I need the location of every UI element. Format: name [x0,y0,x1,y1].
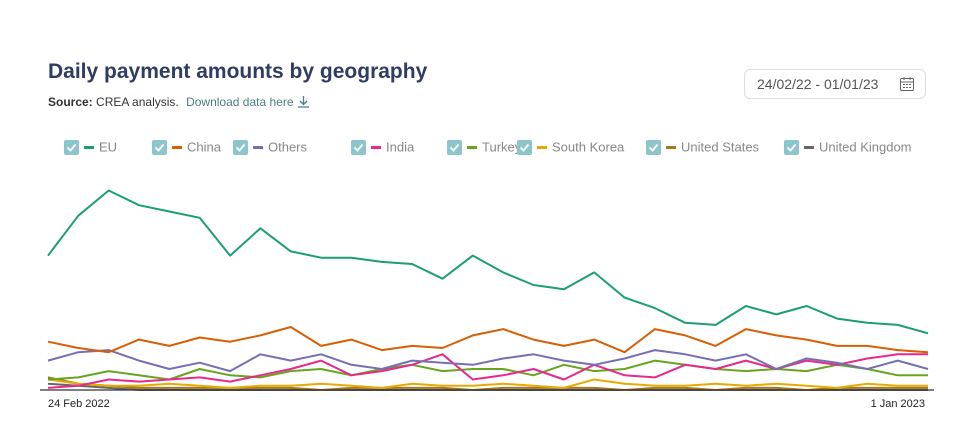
legend-label: Turkey [482,139,522,154]
legend-checkbox[interactable] [517,140,532,155]
legend-label: EU [99,139,117,154]
date-picker[interactable]: 24/02/22 - 01/01/23 [744,69,926,99]
legend-checkbox[interactable] [646,140,661,155]
legend-label: Others [268,139,308,154]
legend-item[interactable]: India [351,139,415,155]
legend-item[interactable]: United States [646,139,760,155]
title: Daily payment amounts by geography [48,60,428,83]
series-line [47,326,929,354]
legend-item[interactable]: Turkey [447,139,522,155]
legend-check [66,143,77,152]
legend-item[interactable]: Others [233,139,308,155]
series-line [47,359,928,381]
legend-check [519,143,530,152]
source-text: CREA analysis. [96,95,179,109]
series-line [47,376,928,391]
x-tick-label: 24 Feb 2022 [48,398,110,410]
legend-label: United States [681,139,760,154]
series-line [47,349,929,373]
legend-check [154,143,165,152]
legend-checkbox[interactable] [351,140,366,155]
legend-label: India [386,139,415,154]
legend-item[interactable]: United Kingdom [784,139,912,155]
legend-check [449,143,460,152]
legend-label: United Kingdom [819,139,912,154]
legend-checkbox[interactable] [233,140,248,155]
legend-label: South Korea [552,139,625,154]
download-label[interactable]: Download data here [186,95,294,109]
series-line [47,382,928,391]
x-tick-label: 1 Jan 2023 [871,398,925,410]
source-label: Source: [48,95,93,109]
legend-checkbox[interactable] [447,140,462,155]
calendar-icon[interactable] [899,76,915,92]
legend-checkbox[interactable] [152,140,167,155]
legend-check [786,143,797,152]
download-link[interactable]: Download data here [186,95,310,109]
legend-check [353,143,364,152]
series-line [47,353,928,389]
download-icon[interactable] [297,95,310,108]
series-line [47,378,928,389]
legend-checkbox[interactable] [64,140,79,155]
legend-check [235,143,246,152]
legend-checkbox[interactable] [784,140,799,155]
legend-label: China [187,139,222,154]
date-range[interactable]: 24/02/22 - 01/01/23 [757,76,879,92]
legend-item[interactable]: EU [64,139,117,155]
legend-item[interactable]: South Korea [517,139,625,155]
series-line [47,189,929,335]
legend-check [648,143,659,152]
source-line: Source: CREA analysis. Download data her… [48,95,310,109]
legend-item[interactable]: China [152,139,222,155]
